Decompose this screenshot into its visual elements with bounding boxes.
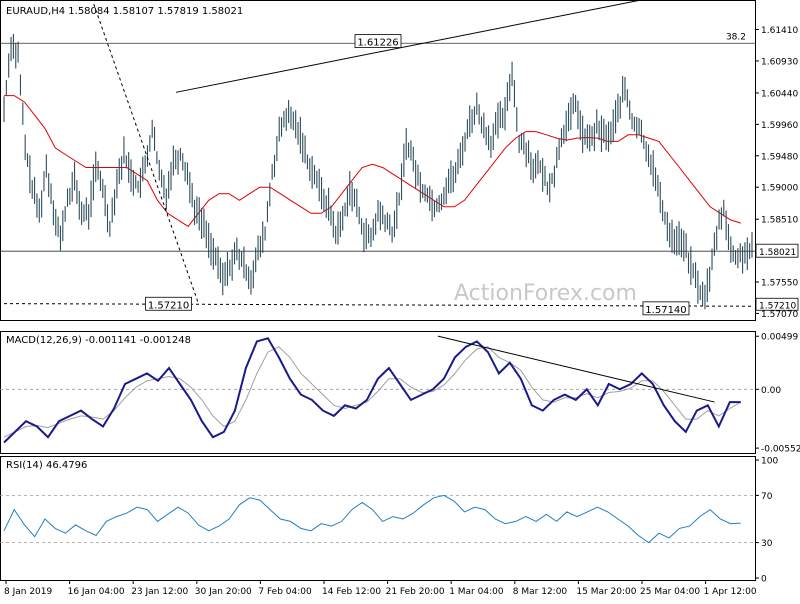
macd-signal-line (3, 346, 742, 438)
annotation-box (354, 34, 402, 48)
watermark: ActionForex.com (454, 281, 637, 306)
macd-y-axis: 0.00499 0.00 -0.005528 (755, 333, 800, 455)
price-panel: EURAUD,H4 1.58084 1.58107 1.57819 1.5802… (0, 0, 798, 321)
macd-panel: MACD(12,26,9) -0.001141 -0.001248 0.0049… (0, 331, 800, 455)
annotation-label: 1.57210 (148, 300, 189, 311)
rsi-y-axis: 100 70 30 0 (755, 457, 778, 585)
support-price-label: 1.57210 (759, 301, 796, 311)
trendline-support-72 (3, 303, 753, 307)
trendline-upper-channel (175, 0, 644, 93)
rsi-y-tick-label: 70 (761, 492, 773, 502)
macd-trendline (437, 335, 715, 403)
x-tick-label: 1 Mar 04:00 (449, 587, 504, 597)
price-y-tick-label: 1.57550 (761, 279, 798, 289)
price-title: EURAUD,H4 1.58084 1.58107 1.57819 1.5802… (6, 6, 243, 17)
rsi-panel-frame (0, 456, 756, 581)
macd-y-tick-label: 0.00 (761, 386, 781, 396)
x-tick-label: 15 Mar 20:00 (576, 587, 636, 597)
rsi-panel: RSI(14) 46.4796 100 70 30 0 (0, 456, 778, 585)
annotation-label: 1.61226 (357, 38, 398, 49)
macd-main-line (3, 337, 741, 444)
price-y-tick-label: 1.60440 (761, 89, 798, 99)
macd-y-tick-label: -0.005528 (761, 445, 800, 455)
annotation-label: 1.57140 (645, 305, 686, 316)
price-bars-group (3, 33, 753, 310)
x-tick-label: 14 Feb 12:00 (322, 587, 381, 597)
x-axis: 8 Jan 2019 16 Jan 04:00 23 Jan 12:00 30 Jan… (4, 580, 757, 597)
x-tick-label: 8 Jan 2019 (4, 587, 52, 597)
macd-lines-group (0, 335, 755, 444)
price-y-tick-label: 1.61410 (761, 26, 798, 36)
rsi-line (3, 494, 741, 544)
x-tick-label: 25 Mar 04:00 (640, 587, 700, 597)
price-y-tick-label: 1.59960 (761, 121, 798, 131)
rsi-y-tick-label: 0 (761, 575, 767, 585)
macd-title: MACD(12,26,9) -0.001141 -0.001248 (6, 335, 191, 346)
x-tick-label: 21 Feb 20:00 (386, 587, 445, 597)
price-annotations-group: 1.61226 1.57210 1.57140 38.2 (145, 32, 746, 316)
x-tick-label: 1 Apr 12:00 (704, 587, 757, 597)
annotation-box (642, 301, 690, 316)
annotation-box (145, 296, 192, 311)
current-price-label: 1.58021 (759, 248, 796, 258)
price-y-tick-label: 1.59480 (761, 152, 798, 162)
current-price-box (755, 243, 799, 258)
x-tick-label: 8 Mar 12:00 (513, 587, 568, 597)
rsi-y-tick-label: 100 (761, 457, 778, 467)
x-tick-label: 23 Jan 12:00 (131, 587, 188, 597)
price-y-tick-label: 1.57070 (761, 310, 798, 320)
x-tick-label: 30 Jan 20:00 (195, 587, 252, 597)
rsi-y-tick-label: 30 (761, 539, 773, 549)
x-tick-label: 7 Feb 04:00 (258, 587, 312, 597)
price-y-tick-label: 1.59000 (761, 184, 798, 194)
rsi-title: RSI(14) 46.4796 (6, 460, 87, 471)
fib-level-label: 38.2 (726, 32, 746, 42)
macd-panel-frame (0, 331, 756, 454)
x-tick-label: 16 Jan 04:00 (68, 587, 125, 597)
price-y-axis: 1.61410 1.60930 1.60440 1.59960 1.59480 1.590… (755, 26, 798, 320)
price-y-tick-label: 1.58510 (761, 216, 798, 226)
macd-y-tick-label: 0.00499 (761, 333, 798, 343)
price-y-tick-label: 1.60930 (761, 57, 798, 67)
rsi-lines-group (0, 494, 755, 544)
support-price-box (755, 297, 799, 311)
trendline-falling-dashed (93, 3, 199, 304)
